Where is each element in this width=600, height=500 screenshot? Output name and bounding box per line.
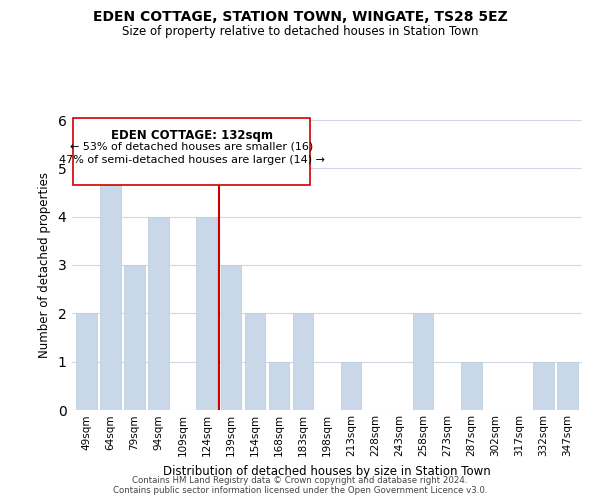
Bar [461, 362, 482, 410]
X-axis label: Distribution of detached houses by size in Station Town: Distribution of detached houses by size … [163, 464, 491, 477]
Bar [413, 314, 433, 410]
Y-axis label: Number of detached properties: Number of detached properties [38, 172, 50, 358]
Bar [341, 362, 361, 410]
Text: Size of property relative to detached houses in Station Town: Size of property relative to detached ho… [122, 25, 478, 38]
Bar [557, 362, 578, 410]
Bar [100, 168, 121, 410]
Bar [221, 265, 241, 410]
Text: EDEN COTTAGE, STATION TOWN, WINGATE, TS28 5EZ: EDEN COTTAGE, STATION TOWN, WINGATE, TS2… [92, 10, 508, 24]
Bar [245, 314, 265, 410]
Bar [148, 216, 169, 410]
Bar [269, 362, 289, 410]
Text: 47% of semi-detached houses are larger (14) →: 47% of semi-detached houses are larger (… [59, 155, 325, 165]
Text: Contains HM Land Registry data © Crown copyright and database right 2024.: Contains HM Land Registry data © Crown c… [132, 476, 468, 485]
Bar [76, 314, 97, 410]
Text: EDEN COTTAGE: 132sqm: EDEN COTTAGE: 132sqm [110, 128, 272, 141]
Bar [73, 118, 310, 185]
Text: Contains public sector information licensed under the Open Government Licence v3: Contains public sector information licen… [113, 486, 487, 495]
Bar [293, 314, 313, 410]
Bar [124, 265, 145, 410]
Bar [196, 216, 217, 410]
Text: ← 53% of detached houses are smaller (16): ← 53% of detached houses are smaller (16… [70, 142, 313, 152]
Bar [533, 362, 554, 410]
